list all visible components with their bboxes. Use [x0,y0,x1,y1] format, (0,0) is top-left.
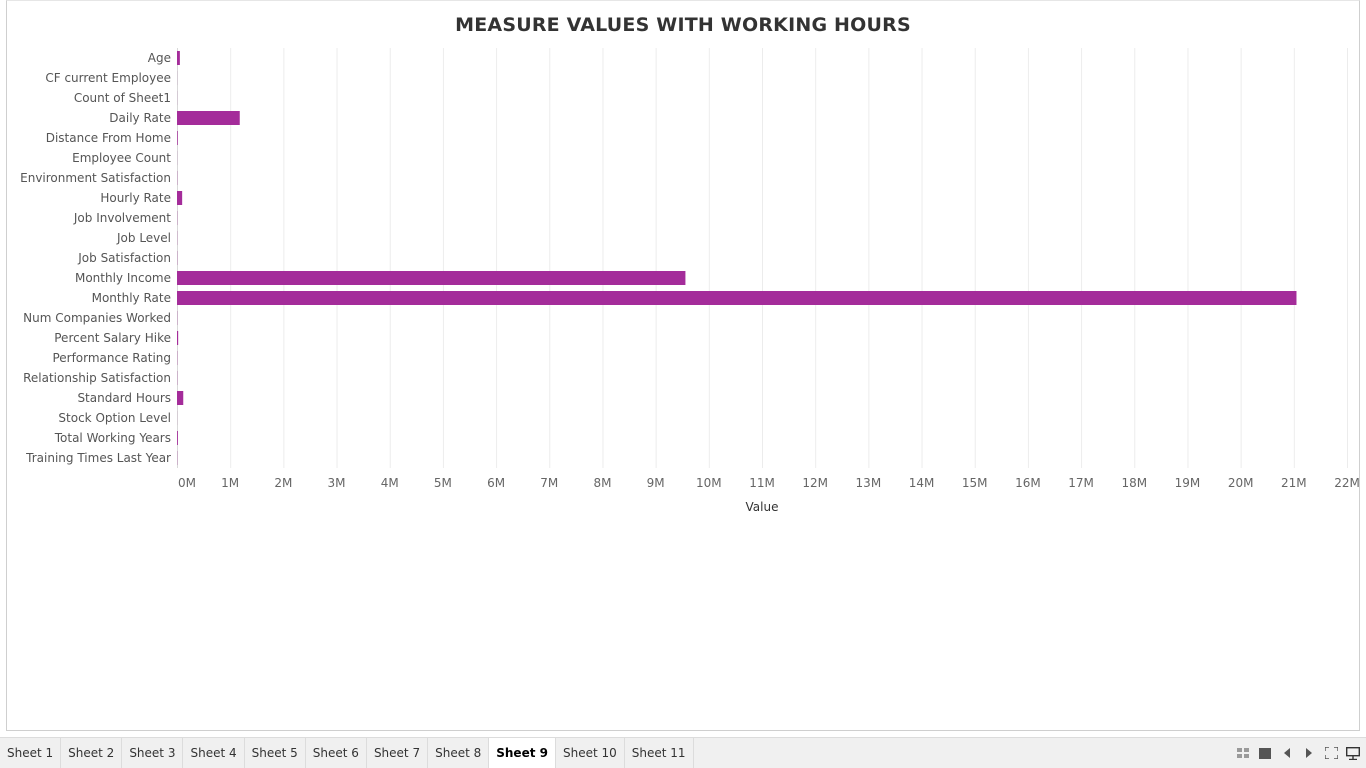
category-label: Performance Rating [52,351,171,365]
x-tick-label: 10M [696,476,722,490]
x-tick-label: 11M [749,476,775,490]
category-label: Hourly Rate [100,191,171,205]
x-tick-label: 4M [381,476,399,490]
category-label: Count of Sheet1 [74,91,171,105]
category-label: Employee Count [72,151,171,165]
x-tick-label: 22M [1334,476,1360,490]
tab-sheet-3[interactable]: Sheet 3 [122,738,184,768]
x-tick-label: 16M [1015,476,1041,490]
next-sheet-icon[interactable] [1302,746,1316,760]
tab-sheet-11[interactable]: Sheet 11 [625,738,694,768]
x-tick-label: 20M [1228,476,1254,490]
tab-sheet-1[interactable]: Sheet 1 [0,738,62,768]
category-label: Age [148,51,171,65]
category-label: Num Companies Worked [23,311,171,325]
bar-chart: Age CF current Employee Count of Sheet1 Dai… [20,48,1360,514]
category-label: Job Involvement [73,211,171,225]
bar[interactable] [177,271,686,285]
category-label: Total Working Years [54,431,171,445]
x-tick-label: 19M [1175,476,1201,490]
x-tick-label: 6M [487,476,505,490]
bar[interactable] [177,51,180,65]
x-tick-label: 21M [1281,476,1307,490]
x-tick-label: 15M [962,476,988,490]
x-tick-label: 18M [1121,476,1147,490]
sheet-tabs: Sheet 1 Sheet 2 Sheet 3 Sheet 4 Sheet 5 Sheet… [0,738,694,768]
category-label: Monthly Rate [92,291,171,305]
x-axis-title: Value [746,500,779,514]
bar[interactable] [177,191,183,205]
x-tick-label: 14M [909,476,935,490]
x-tick-label: 12M [802,476,828,490]
bar[interactable] [177,331,179,345]
category-label: Daily Rate [109,111,171,125]
sheet-tab-bar: Sheet 1 Sheet 2 Sheet 3 Sheet 4 Sheet 5 Sheet… [0,737,1366,768]
category-label: CF current Employee [45,71,171,85]
tab-sheet-2[interactable]: Sheet 2 [61,738,123,768]
x-tick-label: 5M [434,476,452,490]
x-tick-label: 13M [856,476,882,490]
tab-sheet-5[interactable]: Sheet 5 [245,738,306,768]
x-tick-label: 8M [593,476,611,490]
tab-sheet-10[interactable]: Sheet 10 [556,738,625,768]
bar[interactable] [177,131,178,145]
tab-sheet-4[interactable]: Sheet 4 [183,738,245,768]
x-tick-label: 1M [221,476,239,490]
x-tick-label: 3M [328,476,346,490]
gridlines [177,48,1348,468]
category-label: Stock Option Level [58,411,171,425]
category-labels: Age CF current Employee Count of Sheet1 Dai… [20,51,171,465]
previous-sheet-icon[interactable] [1280,746,1294,760]
show-tabs-icon[interactable] [1258,746,1272,760]
category-label: Monthly Income [75,271,171,285]
x-tick-label: 9M [647,476,665,490]
tab-sheet-7[interactable]: Sheet 7 [367,738,429,768]
tab-controls [1236,738,1360,768]
category-label: Training Times Last Year [25,451,171,465]
bar[interactable] [177,291,1297,305]
category-label: Environment Satisfaction [20,171,171,185]
tab-sheet-8[interactable]: Sheet 8 [428,738,490,768]
x-tick-label: 7M [540,476,558,490]
tab-sheet-6[interactable]: Sheet 6 [306,738,367,768]
fullscreen-icon[interactable] [1324,746,1338,760]
show-sheet-sorter-icon[interactable] [1236,746,1250,760]
bar[interactable] [177,111,240,125]
bars [177,51,1297,465]
bar[interactable] [177,431,178,445]
category-label: Standard Hours [77,391,171,405]
category-label: Relationship Satisfaction [23,371,171,385]
chart-title: MEASURE VALUES WITH WORKING HOURS [455,14,911,36]
category-label: Percent Salary Hike [54,331,171,345]
x-tick-labels: 0M 1M 2M 3M 4M 5M 6M 7M 8M 9M 10M 11M 12M 13M 14M 15M 16… [178,476,1360,490]
category-label: Job Level [116,231,171,245]
bar[interactable] [177,391,184,405]
category-label: Distance From Home [46,131,171,145]
x-tick-label: 0M [178,476,196,490]
x-tick-label: 2M [274,476,292,490]
x-tick-label: 17M [1068,476,1094,490]
tab-sheet-9[interactable]: Sheet 9 [489,738,556,768]
category-label: Job Satisfaction [77,251,171,265]
presentation-mode-icon[interactable] [1346,746,1360,760]
